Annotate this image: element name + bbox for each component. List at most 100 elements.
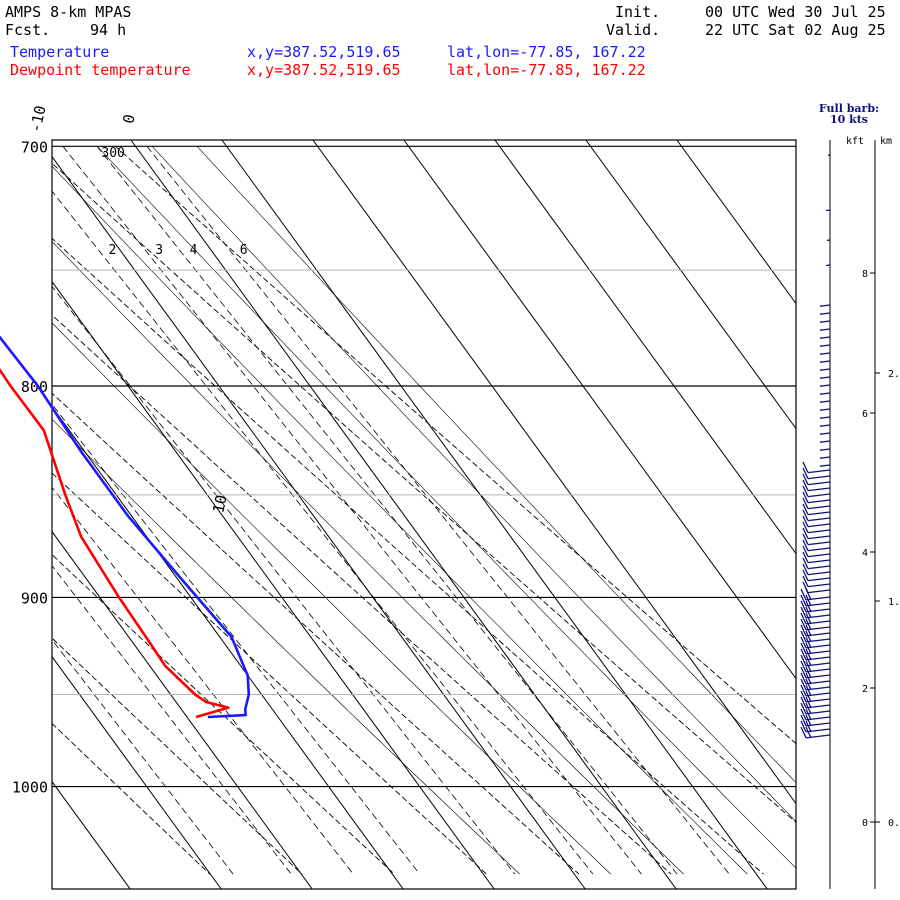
- moist-adiabat-line: [52, 418, 521, 875]
- wind-barb: [819, 344, 831, 347]
- wind-barb: [802, 563, 831, 576]
- temperature-latlon: lat,lon=-77.85, 167.22: [447, 43, 646, 61]
- isotherm-line: [52, 405, 404, 889]
- barb-legend-value: 10 kts: [829, 113, 869, 126]
- isotherm-label: -10: [26, 104, 49, 134]
- wind-barb: [800, 684, 831, 697]
- wind-barb: [819, 456, 831, 459]
- mixing-ratio-line: [52, 639, 234, 875]
- wind-barb: [800, 678, 831, 691]
- mixing-ratio-line: [52, 285, 516, 875]
- wind-barb: [800, 606, 831, 619]
- mixing-ratio-label: 1: [33, 243, 41, 258]
- wind-barb: [800, 642, 831, 655]
- temperature-xy: x,y=387.52,519.65: [247, 43, 401, 61]
- wind-barb: [800, 666, 831, 679]
- wind-barb: [819, 328, 831, 331]
- dry-adiabat-line: [52, 314, 672, 875]
- wind-barb: [802, 479, 831, 492]
- wind-barb: [819, 376, 831, 379]
- dry-adiabat-line: [52, 472, 487, 875]
- isotherm-label: 10: [209, 493, 230, 514]
- height-km-label: 2.: [888, 369, 900, 380]
- wind-barb: [802, 551, 831, 564]
- barb-legend-title: Full barb:: [818, 102, 880, 115]
- isotherm-line: [130, 140, 677, 889]
- wind-barb: [819, 464, 831, 467]
- wind-barb: [802, 569, 831, 582]
- wind-barb: [802, 527, 831, 540]
- wind-barb: [819, 368, 831, 371]
- wind-barb: [800, 726, 831, 739]
- wind-barb: [802, 581, 831, 594]
- wind-barb: [802, 521, 831, 534]
- wind-barb: [819, 400, 831, 403]
- wind-barb: [800, 600, 831, 613]
- height-km-label: 0.: [888, 818, 900, 829]
- mixing-ratio-line: [62, 146, 642, 875]
- wind-barb: [819, 312, 831, 315]
- mixing-ratio-label: 6: [240, 243, 248, 258]
- wind-barb: [819, 320, 831, 323]
- temperature-legend: Temperature: [10, 43, 110, 61]
- wind-barb: [819, 360, 831, 363]
- wind-barb: [819, 392, 831, 395]
- dry-adiabat-line: [52, 554, 395, 875]
- forecast-label: Fcst.: [5, 21, 51, 39]
- mixing-ratio-label: 4: [190, 243, 198, 258]
- wind-barb: [800, 636, 831, 649]
- temperature-profile-line: [0, 335, 251, 719]
- mixing-ratio-label: 3: [155, 243, 163, 258]
- valid-label: Valid.: [606, 21, 661, 39]
- isotherm-line: [494, 140, 796, 555]
- wind-barb: [819, 424, 831, 427]
- wind-barb: [802, 539, 831, 552]
- wind-barb: [800, 594, 831, 607]
- isotherm-line: [221, 140, 768, 889]
- wind-barb: [800, 702, 831, 715]
- isotherm-line: [676, 140, 796, 305]
- wind-barb: [800, 654, 831, 667]
- dewpoint-latlon: lat,lon=-77.85, 167.22: [447, 61, 646, 79]
- wind-barb: [800, 672, 831, 685]
- wind-barb: [802, 473, 831, 486]
- isotherm-line: [312, 140, 796, 805]
- wind-barb: [800, 612, 831, 625]
- dry-adiabat-line: [52, 637, 303, 875]
- pressure-tick-label: 700: [21, 138, 48, 156]
- wind-barb: [802, 545, 831, 558]
- mixing-ratio-line: [52, 190, 594, 875]
- wind-barb: [802, 515, 831, 528]
- wind-barb: [819, 384, 831, 387]
- wind-barb: [802, 467, 831, 480]
- wind-barb: [802, 557, 831, 570]
- wind-barb: [819, 336, 831, 339]
- model-title: AMPS 8-km MPAS: [5, 3, 132, 21]
- forecast-hours: 94 h: [90, 21, 127, 39]
- mixing-ratio-line: [96, 146, 678, 875]
- pressure-tick-label: 900: [21, 589, 48, 607]
- wind-barb: [800, 624, 831, 637]
- height-kft-label: 8: [862, 269, 868, 280]
- init-time: 00 UTC Wed 30 Jul 25: [705, 3, 886, 21]
- isotherm-label: 0: [119, 113, 138, 126]
- wind-barb: [800, 696, 831, 709]
- height-kft-label: 4: [862, 548, 868, 559]
- dry-adiabat-line: [52, 237, 764, 875]
- moist-adiabat-line: [52, 322, 612, 875]
- wind-barb: [800, 690, 831, 703]
- dry-adiabat-line: [52, 162, 796, 823]
- plot-frame: [51, 139, 797, 890]
- wind-barb: [819, 352, 831, 355]
- moist-adiabat-line: [151, 146, 796, 822]
- wind-barb: [802, 491, 831, 504]
- wind-barb: [802, 575, 831, 588]
- wind-barb: [802, 485, 831, 498]
- moist-adiabat-line: [196, 146, 796, 784]
- isotherm-line: [403, 140, 796, 680]
- wind-barb: [800, 660, 831, 673]
- wind-barb: [802, 461, 831, 474]
- pressure-tick-label: 1000: [12, 779, 48, 797]
- isotherm-line: [52, 280, 495, 889]
- dewpoint-xy: x,y=387.52,519.65: [247, 61, 401, 79]
